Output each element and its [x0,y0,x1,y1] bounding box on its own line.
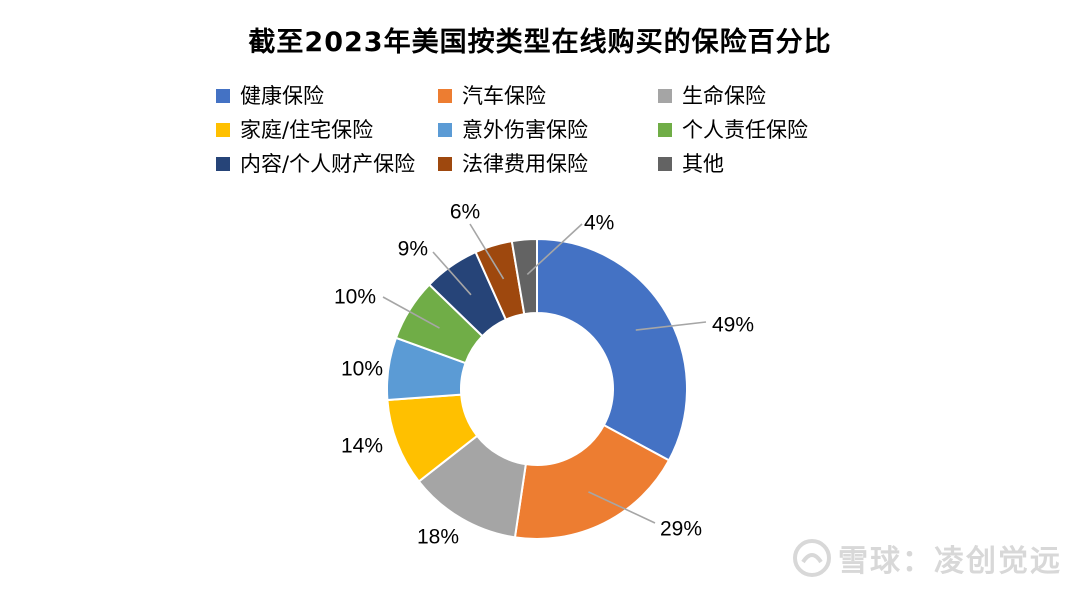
legend-swatch [658,157,672,171]
watermark-text: 雪球：凌创觉远 [838,544,1062,579]
legend-label: 家庭/住宅保险 [240,118,374,142]
legend-swatch [216,89,230,103]
legend-item-liability: 个人责任保险 [658,118,808,142]
legend-swatch [658,89,672,103]
legend-swatch [216,123,230,137]
donut-slice-health [536,237,688,462]
legend-label: 其他 [682,152,724,176]
legend-label: 个人责任保险 [682,118,808,142]
leader-line-other [526,223,583,275]
leader-line-legal [469,223,505,280]
data-label-home: 14% [341,435,383,458]
donut-slices [386,237,688,540]
label-leader-lines [382,223,707,524]
legend-item-other: 其他 [658,152,724,176]
legend-item-auto: 汽车保险 [438,84,546,108]
watermark: 雪球：凌创觉远 [792,536,1062,580]
data-label-liability: 10% [334,286,376,309]
legend-swatch [438,157,452,171]
legend-item-legal: 法律费用保险 [438,152,588,176]
legend-item-health: 健康保险 [216,84,324,108]
leader-line-liability [382,296,440,329]
snowball-logo-icon [793,539,831,577]
leader-line-health [635,321,707,331]
data-label-other: 4% [584,212,614,235]
donut-slice-other [510,237,538,316]
data-label-auto: 29% [660,518,702,541]
leader-line-auto [588,491,656,524]
legend-label: 汽车保险 [462,84,546,108]
data-label-contents: 9% [398,238,428,261]
legend-item-contents: 内容/个人财产保险 [216,152,415,176]
chart-legend: 健康保险 汽车保险 生命保险 家庭/住宅保险 意外伤害保险 个人责任保险 内容/… [216,84,856,184]
legend-item-accident: 意外伤害保险 [438,118,588,142]
data-label-legal: 6% [450,201,480,224]
data-label-life: 18% [417,526,459,549]
legend-swatch [438,89,452,103]
legend-swatch [216,157,230,171]
donut-slice-auto [513,423,671,540]
legend-label: 生命保险 [682,84,766,108]
legend-item-home: 家庭/住宅保险 [216,118,373,142]
data-label-accident: 10% [341,358,383,381]
leader-line-contents [432,251,472,296]
legend-label: 内容/个人财产保险 [240,152,416,176]
legend-label: 健康保险 [240,84,324,108]
data-label-health: 49% [712,314,754,337]
legend-label: 法律费用保险 [462,152,588,176]
chart-title: 截至2023年美国按类型在线购买的保险百分比 [248,27,832,58]
legend-swatch [438,123,452,137]
data-labels: 49% 29% 18% 14% 10% 10% 9% 6% 4% [334,201,754,549]
legend-label: 意外伤害保险 [462,118,588,142]
legend-item-life: 生命保险 [658,84,766,108]
legend-swatch [658,123,672,137]
